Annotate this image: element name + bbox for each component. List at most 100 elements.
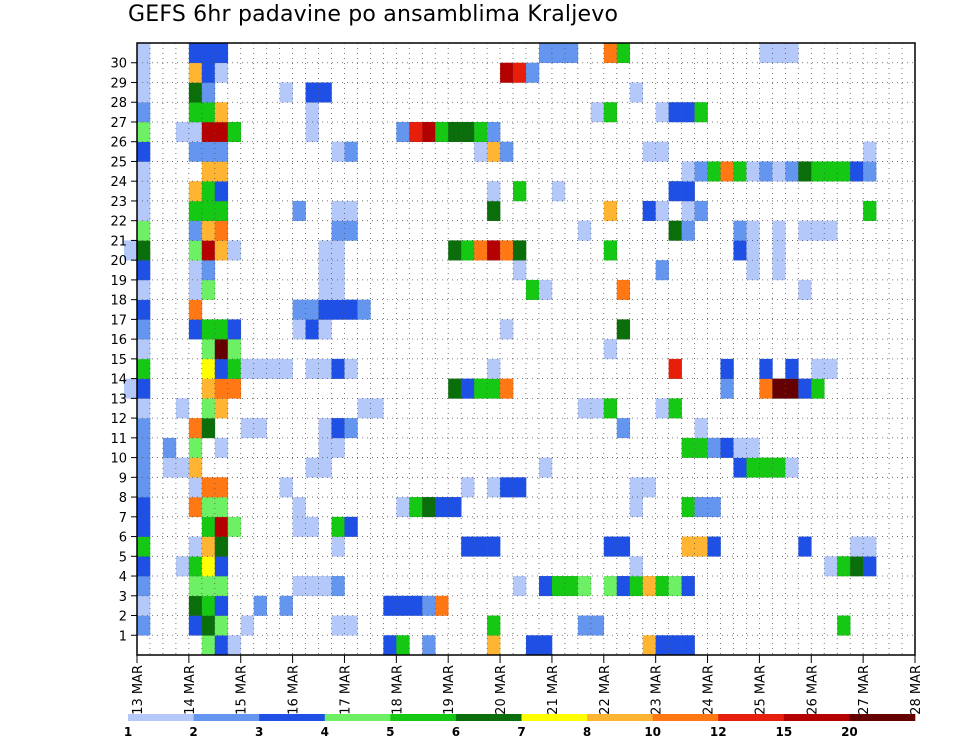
heatmap-cell xyxy=(201,418,216,439)
heatmap-cell xyxy=(188,181,203,202)
heatmap-cell xyxy=(538,43,553,64)
heatmap-cell xyxy=(603,536,618,557)
heatmap-cell xyxy=(292,576,306,597)
y-tick-label: 2 xyxy=(119,610,127,625)
heatmap-cell xyxy=(694,161,708,182)
heatmap-cell xyxy=(577,615,592,636)
x-tick-label: 15 MAR xyxy=(235,665,250,715)
y-tick-label: 30 xyxy=(110,57,127,72)
heatmap-cell xyxy=(720,358,734,379)
x-tick-label: 13 MAR xyxy=(131,665,146,715)
heatmap-cell xyxy=(694,102,708,123)
heatmap-cell xyxy=(175,556,190,577)
heatmap-cell xyxy=(357,398,371,419)
heatmap-cell xyxy=(331,418,345,439)
heatmap-cell xyxy=(577,398,592,419)
heatmap-cell xyxy=(227,635,242,656)
heatmap-cell xyxy=(201,319,216,340)
heatmap-cell xyxy=(331,200,345,221)
heatmap-cell xyxy=(137,279,151,300)
heatmap-cell xyxy=(798,378,812,399)
heatmap-cell xyxy=(850,536,864,557)
heatmap-cell xyxy=(137,556,151,577)
heatmap-cell xyxy=(305,358,319,379)
heatmap-cell xyxy=(201,240,216,261)
heatmap-cell xyxy=(188,418,203,439)
heatmap-cell xyxy=(305,102,319,123)
heatmap-cell xyxy=(344,516,358,537)
heatmap-cell xyxy=(188,319,203,340)
heatmap-cell xyxy=(162,437,177,458)
heatmap-cell xyxy=(370,398,384,419)
heatmap-cell xyxy=(538,576,553,597)
heatmap-cell xyxy=(772,457,786,478)
heatmap-cell xyxy=(668,102,682,123)
heatmap-cell xyxy=(201,141,216,162)
heatmap-cell xyxy=(577,220,592,241)
heatmap-cell xyxy=(707,437,721,458)
heatmap-cell xyxy=(214,43,229,64)
heatmap-cell xyxy=(811,358,825,379)
legend-swatch xyxy=(521,714,588,721)
y-tick-label: 23 xyxy=(110,195,127,210)
x-tick-label: 25 MAR xyxy=(753,665,768,715)
heatmap-cell xyxy=(227,319,242,340)
heatmap-cell xyxy=(474,536,488,557)
heatmap-cell xyxy=(137,161,151,182)
heatmap-cell xyxy=(253,418,267,439)
y-tick-label: 13 xyxy=(110,392,127,407)
heatmap-cell xyxy=(474,378,488,399)
heatmap-cell xyxy=(188,260,203,281)
heatmap-cell xyxy=(487,141,501,162)
y-tick-label: 20 xyxy=(110,254,127,269)
heatmap-cell xyxy=(292,299,306,320)
heatmap-cell xyxy=(681,102,695,123)
heatmap-cell xyxy=(642,141,656,162)
heatmap-cell xyxy=(292,497,306,518)
heatmap-cell xyxy=(331,240,345,261)
heatmap-cell xyxy=(668,181,682,202)
heatmap-cell xyxy=(344,200,358,221)
y-tick-label: 29 xyxy=(110,76,127,91)
y-tick-label: 15 xyxy=(110,353,127,368)
heatmap-cell xyxy=(590,102,605,123)
heatmap-cell xyxy=(772,260,786,281)
heatmap-cell xyxy=(137,299,151,320)
y-tick-label: 3 xyxy=(119,590,127,605)
heatmap-cell xyxy=(344,358,358,379)
heatmap-cell xyxy=(188,141,203,162)
heatmap-cell xyxy=(681,161,695,182)
legend-label: 4 xyxy=(321,725,329,739)
heatmap-cell xyxy=(474,141,488,162)
heatmap-cell xyxy=(616,418,631,439)
heatmap-cell xyxy=(681,576,695,597)
heatmap-cell xyxy=(305,576,319,597)
heatmap-cell xyxy=(331,299,345,320)
y-tick-label: 28 xyxy=(110,96,127,111)
x-tick-label: 19 MAR xyxy=(442,665,457,715)
heatmap-cell xyxy=(201,477,216,498)
heatmap-cell xyxy=(188,556,203,577)
heatmap-cell xyxy=(214,181,229,202)
heatmap-cell xyxy=(733,437,747,458)
heatmap-cell xyxy=(188,477,203,498)
heatmap-cell xyxy=(318,418,332,439)
heatmap-cell xyxy=(137,536,151,557)
heatmap-cell xyxy=(318,358,332,379)
heatmap-cell xyxy=(292,319,306,340)
heatmap-cell xyxy=(188,102,203,123)
heatmap-cell xyxy=(785,43,799,64)
heatmap-cell xyxy=(201,62,216,83)
heatmap-cell xyxy=(629,82,643,103)
x-tick-label: 27 MAR xyxy=(857,665,872,715)
heatmap-cell xyxy=(305,319,319,340)
heatmap-cell xyxy=(681,181,695,202)
heatmap-cell xyxy=(137,418,151,439)
heatmap-cell xyxy=(785,358,799,379)
heatmap-cell xyxy=(733,220,747,241)
x-tick-label: 28 MAR xyxy=(909,665,924,715)
legend-label: 5 xyxy=(386,725,394,739)
legend-label: 7 xyxy=(517,725,525,739)
heatmap-cell xyxy=(318,82,332,103)
heatmap-cell xyxy=(824,161,838,182)
